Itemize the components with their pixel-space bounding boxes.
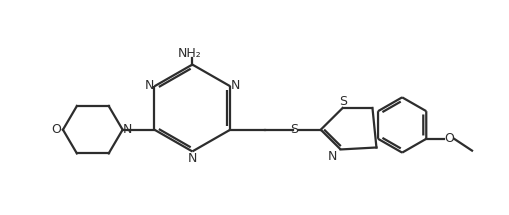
Text: N: N xyxy=(187,152,196,165)
Text: N: N xyxy=(145,79,154,92)
Text: N: N xyxy=(123,123,132,136)
Text: N: N xyxy=(230,79,239,92)
Text: O: O xyxy=(443,132,453,145)
Text: NH₂: NH₂ xyxy=(177,47,201,60)
Text: O: O xyxy=(51,123,61,136)
Text: N: N xyxy=(327,150,337,163)
Text: S: S xyxy=(289,123,297,136)
Text: S: S xyxy=(339,95,347,108)
